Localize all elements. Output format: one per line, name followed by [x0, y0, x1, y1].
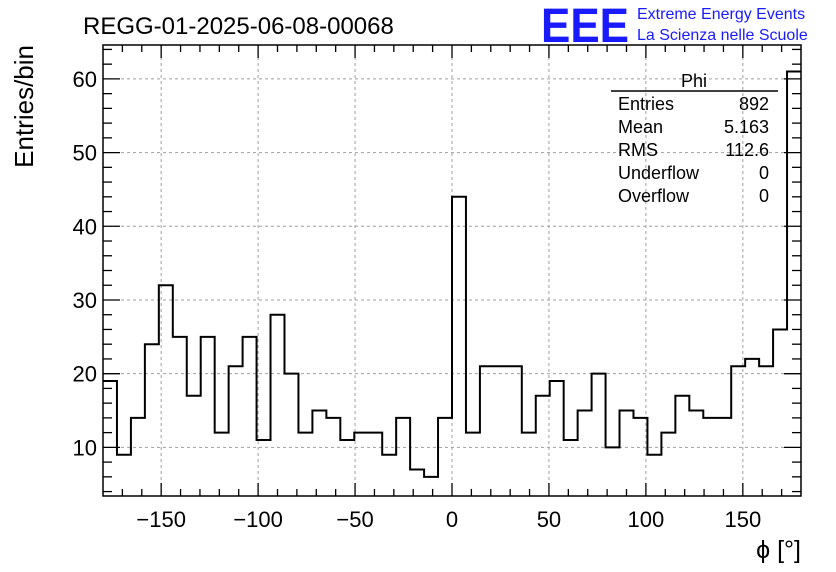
x-tick-label: 100 — [628, 507, 665, 532]
x-tick-label: 0 — [446, 507, 458, 532]
stats-row-label: Overflow — [618, 186, 690, 206]
stats-row-value: 0 — [759, 186, 769, 206]
y-tick-label: 60 — [73, 67, 97, 92]
y-tick-label: 40 — [73, 214, 97, 239]
y-tick-label: 20 — [73, 362, 97, 387]
x-tick-label: −100 — [233, 507, 283, 532]
x-tick-label: −150 — [136, 507, 186, 532]
stats-row-label: RMS — [618, 140, 658, 160]
y-tick-label: 10 — [73, 435, 97, 460]
axis-ticks — [103, 45, 801, 496]
y-tick-labels: 10 20 30 40 50 60 — [73, 67, 97, 460]
x-tick-label: −50 — [336, 507, 373, 532]
eee-logo-line2: La Scienza nelle Scuole — [637, 27, 808, 44]
stats-box: Phi Entries 892 Mean 5.163 RMS 112.6 Underflow… — [611, 71, 778, 206]
histogram-line — [103, 70, 801, 478]
eee-logo-mark: EEE — [541, 0, 629, 53]
stats-row-label: Mean — [618, 117, 663, 137]
x-tick-label: 150 — [724, 507, 761, 532]
stats-row-label: Underflow — [618, 163, 700, 183]
chart-title: REGG-01-2025-06-08-00068 — [83, 13, 394, 40]
x-tick-label: 50 — [537, 507, 561, 532]
y-tick-label: 30 — [73, 288, 97, 313]
y-axis-label: Entries/bin — [9, 45, 39, 168]
stats-title: Phi — [681, 71, 707, 91]
stats-row-value: 112.6 — [725, 140, 769, 160]
stats-rows: Entries 892 Mean 5.163 RMS 112.6 Underflow 0 Ove… — [618, 94, 769, 206]
stats-row-value: 0 — [759, 163, 769, 183]
eee-logo-line1: Extreme Energy Events — [637, 6, 805, 23]
x-axis-label: ϕ [°] — [756, 536, 801, 564]
stats-row-value: 892 — [739, 94, 769, 114]
stats-row-value: 5.163 — [724, 117, 769, 137]
eee-logo: EEE Extreme Energy Events La Scienza nel… — [541, 0, 808, 53]
stats-row-label: Entries — [618, 94, 674, 114]
x-tick-labels: −150 −100 −50 0 50 100 150 — [136, 507, 761, 532]
y-tick-label: 50 — [73, 141, 97, 166]
